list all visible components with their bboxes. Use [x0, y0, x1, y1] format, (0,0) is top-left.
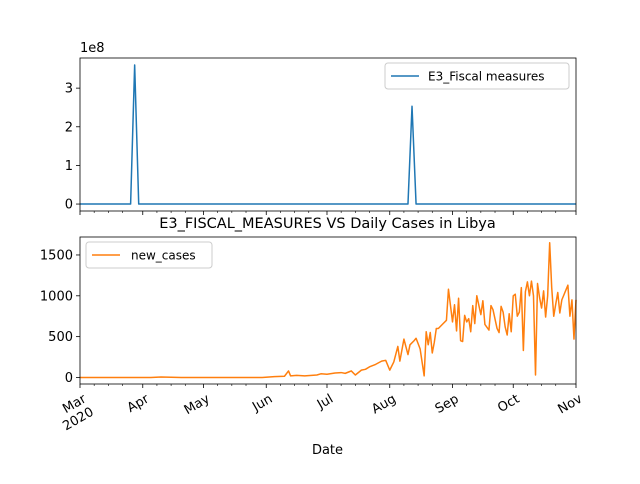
chart-title: E3_FISCAL_MEASURES VS Daily Cases in Lib…	[159, 216, 496, 232]
legend: E3_Fiscal measures	[384, 62, 570, 90]
legend-box	[384, 62, 570, 90]
y-tick-label: 500	[48, 330, 73, 345]
y-tick-label: 0	[65, 198, 73, 213]
legend-box	[85, 241, 213, 269]
x-axis-label: Date	[312, 443, 343, 458]
legend-label: new_cases	[131, 249, 196, 263]
y-ticks: 0 1 2 3	[65, 82, 80, 213]
axes-frame	[79, 57, 577, 212]
y-tick-label: 0	[65, 371, 73, 386]
y-offset-label: 1e8	[80, 41, 105, 56]
y-tick-label: 1	[65, 159, 73, 174]
x-tick-label: Jul	[314, 392, 336, 413]
series-line	[80, 64, 576, 205]
y-ticks: 0 500 1000 1500	[40, 248, 80, 386]
y-tick-label: 1000	[40, 289, 73, 304]
series-lines	[80, 241, 577, 379]
series-line	[80, 241, 577, 379]
legend: new_cases	[85, 241, 213, 269]
series-lines	[80, 64, 576, 205]
top-panel: 1e8 0 1 2 3 E3_Fiscal measures	[65, 41, 577, 215]
y-tick-label: 1500	[40, 248, 73, 263]
y-tick-label: 3	[65, 82, 73, 97]
legend-label: E3_Fiscal measures	[428, 70, 545, 84]
axes-frame	[79, 236, 577, 385]
y-tick-label: 2	[65, 120, 73, 135]
